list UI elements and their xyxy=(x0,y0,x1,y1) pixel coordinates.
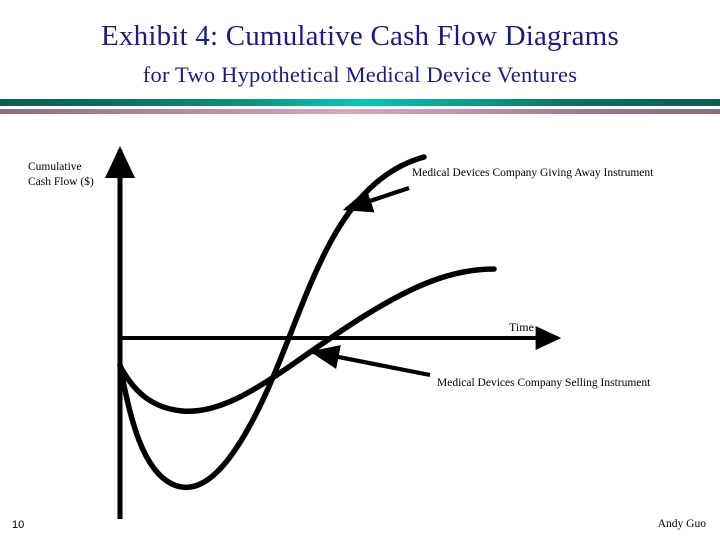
y-axis-label-line-2: Cash Flow ($) xyxy=(28,176,94,188)
y-axis-label-line-1: Cumulative xyxy=(28,161,82,173)
slide-title-block: Exhibit 4: Cumulative Cash Flow Diagrams… xyxy=(0,18,720,90)
curve-giving-away-instrument xyxy=(117,154,427,491)
page-title: Exhibit 4: Cumulative Cash Flow Diagrams xyxy=(101,20,619,52)
author-name: Andy Guo xyxy=(657,518,706,530)
leader-arrow-giving-away xyxy=(342,186,410,213)
leader-arrow-selling xyxy=(309,345,431,378)
annotation-selling-instrument: Medical Devices Company Selling Instrume… xyxy=(437,377,651,389)
page-number: 10 xyxy=(12,519,25,531)
annotation-giving-away-instrument: Medical Devices Company Giving Away Inst… xyxy=(412,167,654,179)
page-subtitle: for Two Hypothetical Medical Device Vent… xyxy=(142,62,578,87)
y-axis-label: Cumulative Cash Flow ($) xyxy=(28,160,94,190)
x-axis-label: Time xyxy=(509,320,534,334)
divider-bar-teal xyxy=(0,99,720,106)
divider-bar-gap xyxy=(0,106,720,109)
divider-bar-mauve xyxy=(0,109,720,114)
curve-selling-instrument xyxy=(117,266,497,414)
